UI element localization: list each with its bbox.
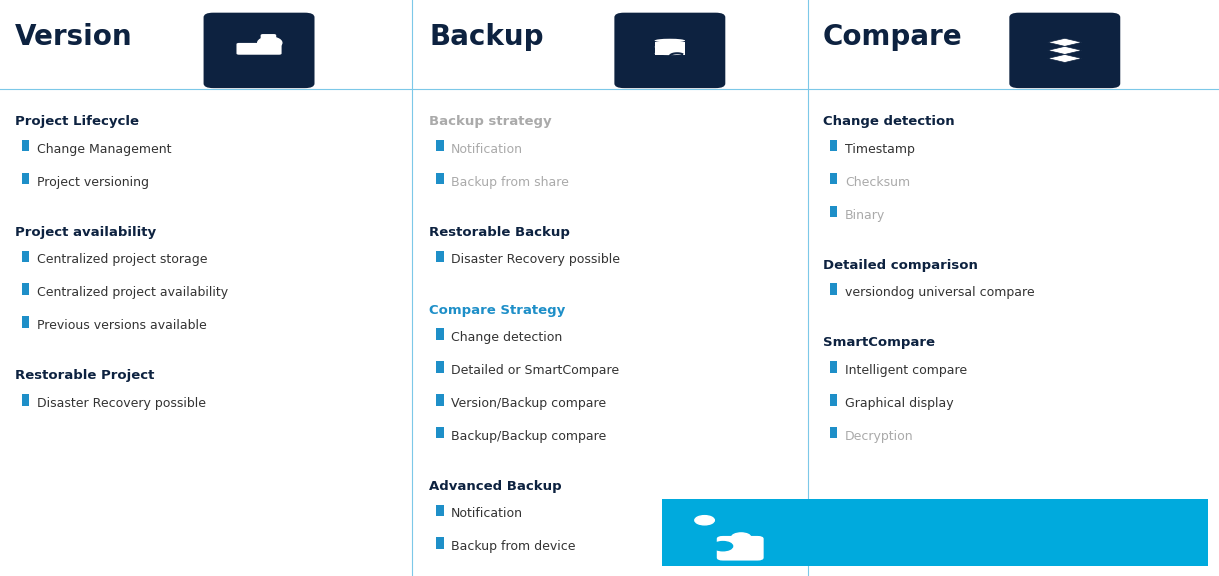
Text: Backup/Backup compare: Backup/Backup compare — [451, 430, 606, 443]
Text: Advanced Backup: Advanced Backup — [429, 480, 562, 493]
Text: Version/Backup compare: Version/Backup compare — [451, 397, 606, 410]
Text: Restorable Backup: Restorable Backup — [429, 226, 570, 239]
FancyBboxPatch shape — [1009, 13, 1120, 88]
FancyBboxPatch shape — [436, 140, 444, 151]
Text: Decryption: Decryption — [845, 430, 913, 443]
Text: Previous versions available: Previous versions available — [37, 319, 206, 332]
Text: Centralized project availability: Centralized project availability — [37, 286, 228, 300]
FancyBboxPatch shape — [22, 140, 29, 151]
Polygon shape — [1047, 47, 1082, 55]
Polygon shape — [1047, 55, 1082, 63]
Text: Backup from share: Backup from share — [451, 176, 569, 189]
FancyBboxPatch shape — [830, 206, 837, 217]
FancyBboxPatch shape — [22, 173, 29, 184]
Polygon shape — [1047, 38, 1082, 47]
Text: versiondog universal compare: versiondog universal compare — [845, 286, 1035, 300]
FancyBboxPatch shape — [436, 328, 444, 340]
Text: Timestamp: Timestamp — [845, 143, 914, 156]
Text: Change Management: Change Management — [37, 143, 171, 156]
FancyBboxPatch shape — [22, 251, 29, 262]
Text: Notification: Notification — [451, 143, 523, 156]
FancyBboxPatch shape — [436, 361, 444, 373]
FancyBboxPatch shape — [436, 537, 444, 549]
Text: Centralized project storage: Centralized project storage — [37, 253, 207, 267]
Text: Backup strategy: Backup strategy — [429, 115, 552, 128]
Ellipse shape — [655, 45, 685, 49]
Text: Compare: Compare — [823, 24, 963, 51]
Text: Compare Strategy: Compare Strategy — [429, 304, 566, 317]
Text: Disaster Recovery possible: Disaster Recovery possible — [451, 253, 620, 267]
FancyBboxPatch shape — [830, 140, 837, 151]
Bar — [655, 43, 685, 49]
Text: Intelligent compare: Intelligent compare — [845, 364, 967, 377]
Text: Change detection: Change detection — [823, 115, 954, 128]
Text: Restorable Project: Restorable Project — [15, 369, 154, 382]
Text: Backup: Backup — [429, 24, 544, 51]
FancyBboxPatch shape — [236, 43, 282, 55]
Text: SmartCompare: SmartCompare — [823, 336, 935, 350]
FancyBboxPatch shape — [436, 251, 444, 262]
FancyBboxPatch shape — [830, 427, 837, 438]
FancyBboxPatch shape — [261, 34, 277, 41]
Ellipse shape — [655, 51, 685, 55]
FancyBboxPatch shape — [662, 499, 1208, 566]
FancyBboxPatch shape — [717, 536, 763, 560]
Text: Graphical display: Graphical display — [845, 397, 953, 410]
FancyBboxPatch shape — [22, 316, 29, 328]
Text: Contact us with your feature request!: Contact us with your feature request! — [761, 539, 983, 552]
FancyBboxPatch shape — [436, 173, 444, 184]
Text: Checksum: Checksum — [845, 176, 909, 189]
FancyBboxPatch shape — [830, 394, 837, 406]
Text: Detailed or SmartCompare: Detailed or SmartCompare — [451, 364, 619, 377]
FancyBboxPatch shape — [830, 173, 837, 184]
Text: Binary: Binary — [845, 209, 885, 222]
Text: Project versioning: Project versioning — [37, 176, 149, 189]
FancyBboxPatch shape — [436, 427, 444, 438]
Ellipse shape — [655, 39, 685, 43]
FancyBboxPatch shape — [614, 13, 725, 88]
Text: Project Lifecycle: Project Lifecycle — [15, 115, 139, 128]
Circle shape — [713, 541, 733, 551]
Text: Disaster Recovery possible: Disaster Recovery possible — [37, 397, 206, 410]
FancyBboxPatch shape — [204, 13, 315, 88]
FancyBboxPatch shape — [830, 361, 837, 373]
Circle shape — [695, 516, 714, 525]
Circle shape — [731, 533, 751, 542]
Bar — [655, 49, 685, 55]
FancyBboxPatch shape — [830, 283, 837, 295]
FancyBboxPatch shape — [436, 394, 444, 406]
Text: Version: Version — [15, 24, 132, 51]
FancyBboxPatch shape — [436, 505, 444, 516]
Text: Backup from device: Backup from device — [451, 540, 575, 554]
Text: Notification: Notification — [451, 507, 523, 521]
Text: Detailed comparison: Detailed comparison — [823, 259, 978, 272]
Text: Change detection: Change detection — [451, 331, 562, 344]
Circle shape — [257, 37, 282, 48]
FancyBboxPatch shape — [22, 283, 29, 295]
FancyBboxPatch shape — [668, 420, 714, 445]
Text: Project availability: Project availability — [15, 226, 156, 239]
Text: Missing a Feature?: Missing a Feature? — [761, 511, 936, 529]
FancyBboxPatch shape — [22, 394, 29, 406]
Circle shape — [670, 527, 690, 536]
